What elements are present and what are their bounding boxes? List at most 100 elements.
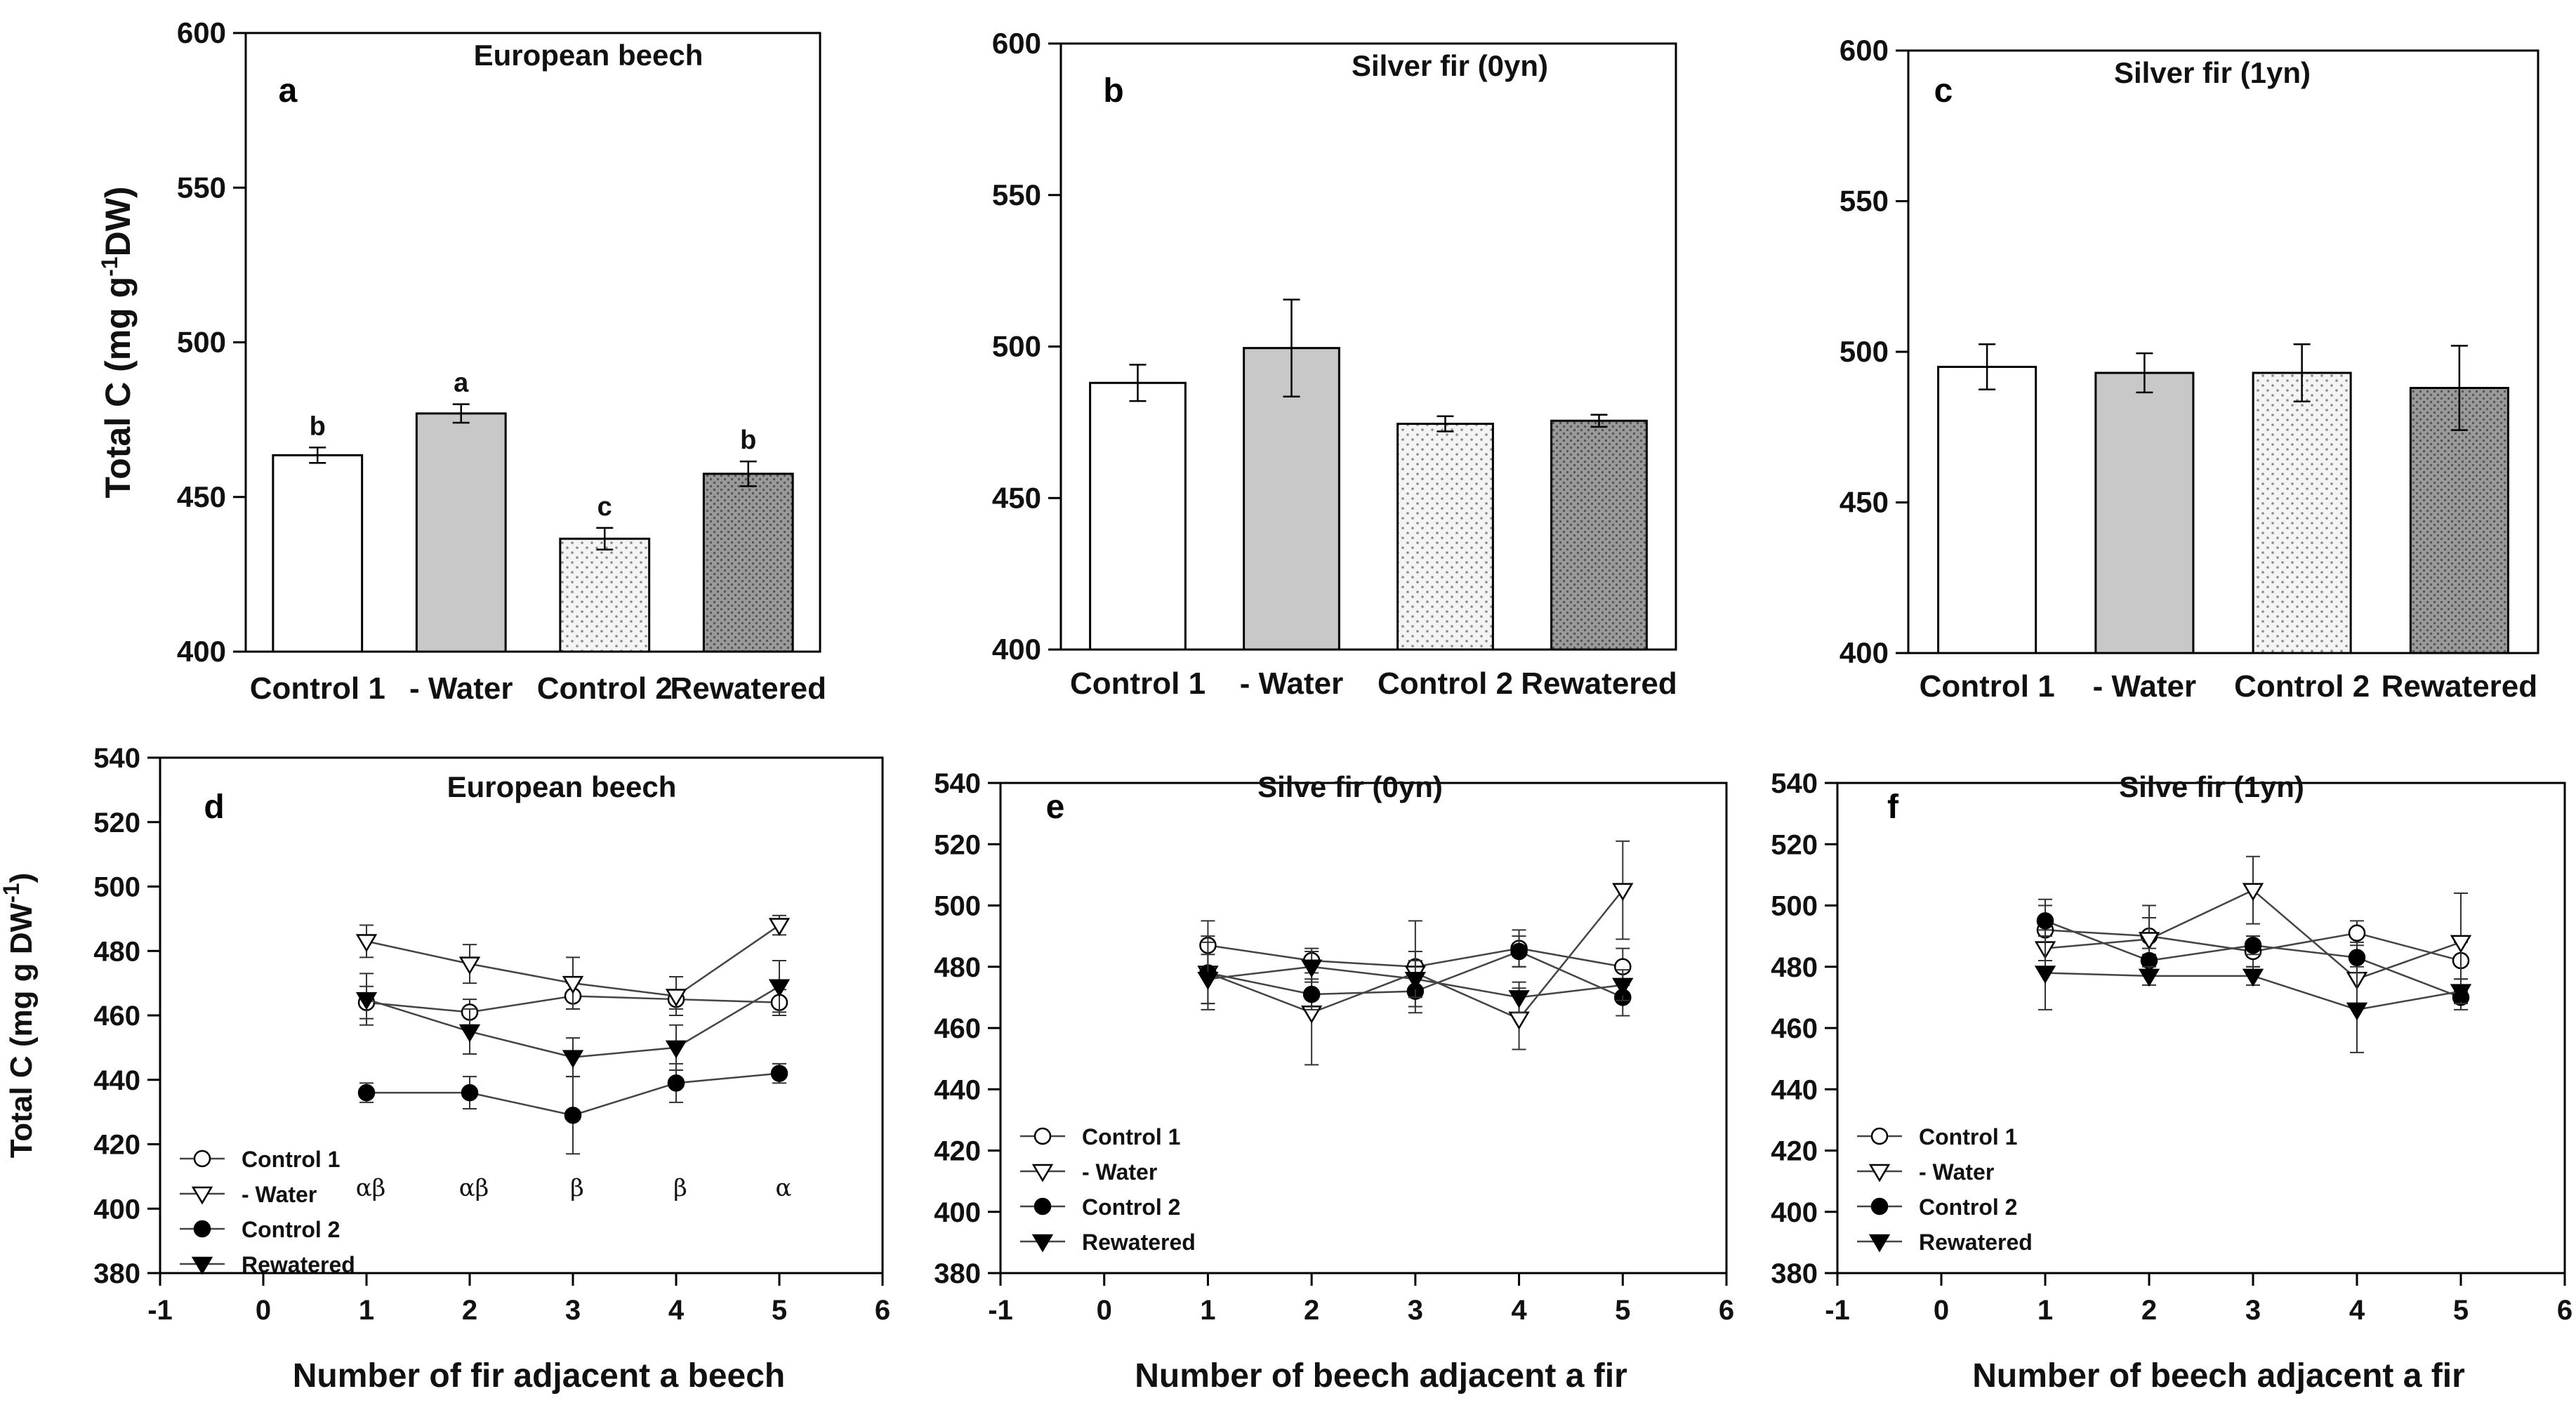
y-tick-label: 520 <box>1771 829 1818 860</box>
y-tick-label: 460 <box>1771 1013 1818 1044</box>
panel-title: European beech <box>474 39 704 72</box>
legend: Control 1 - Water Control 2 Rewatered <box>1857 1124 2033 1255</box>
y-tick-label: 520 <box>93 808 140 838</box>
data-point <box>1508 1011 1530 1030</box>
legend-label: Control 2 <box>1919 1194 2017 1220</box>
x-tick-label: 3 <box>565 1295 581 1326</box>
legend-marker <box>1031 1234 1054 1253</box>
data-point <box>562 1050 584 1069</box>
series-rewatered <box>1197 950 1634 1014</box>
x-tick-label: 1 <box>359 1295 374 1326</box>
y-tick-label: 380 <box>1771 1258 1818 1289</box>
significance-letter: c <box>597 492 612 522</box>
x-tick-label: 4 <box>2349 1295 2365 1326</box>
x-category-label: - Water <box>409 671 513 706</box>
series-rewatered <box>355 960 791 1078</box>
bar-rewatered <box>702 473 794 653</box>
data-point <box>2242 968 2264 987</box>
y-tick-label: 480 <box>934 952 981 983</box>
data-point <box>564 1106 582 1124</box>
data-point <box>1302 985 1321 1003</box>
data-point <box>461 1083 479 1102</box>
y-tick-label: 480 <box>93 936 140 967</box>
data-point <box>355 992 378 1010</box>
y-tick-label: 440 <box>934 1074 981 1105</box>
panel-title: Silver fir (1yn) <box>2114 56 2311 89</box>
data-point <box>665 1040 687 1059</box>
line-chart-d: 380 400 420 440 460 480 500 520 540 -1 0 1 2 3 4 5 6 Numb… <box>0 743 890 1395</box>
series-rewatered <box>2034 935 2472 1053</box>
y-tick-label: 600 <box>992 27 1041 60</box>
y-tick-label: 500 <box>992 330 1041 363</box>
x-tick-label: 5 <box>2453 1295 2469 1326</box>
x-category-label: Control 1 <box>1070 666 1206 701</box>
panel-title: Silver fir (0yn) <box>1352 49 1548 82</box>
significance-letter: b <box>740 426 756 455</box>
y-tick-label: 540 <box>1771 768 1818 799</box>
y-tick-label: 400 <box>992 633 1041 666</box>
data-point <box>2346 1002 2368 1021</box>
significance-annotation: β <box>570 1174 584 1202</box>
legend-marker <box>1033 1197 1052 1216</box>
bar-water <box>2094 371 2195 654</box>
data-point <box>1508 990 1530 1008</box>
x-axis-title: Number of beech adjacent a fir <box>1135 1357 1627 1395</box>
x-tick-label: 6 <box>1719 1295 1734 1326</box>
legend-marker <box>1868 1164 1891 1183</box>
y-tick-label: 450 <box>177 480 226 513</box>
panel-letter: a <box>279 72 298 110</box>
data-point <box>667 1074 685 1092</box>
panel-title: European beech <box>447 770 677 803</box>
y-tick-label: 420 <box>934 1136 981 1167</box>
x-category-label: - Water <box>2093 669 2197 704</box>
legend-label: Control 1 <box>1919 1124 2017 1150</box>
bar-control-2 <box>1396 423 1494 651</box>
data-point <box>2036 912 2054 930</box>
y-tick-label: 540 <box>93 743 140 774</box>
significance-letter: b <box>310 411 326 441</box>
panel-letter: f <box>1887 789 1899 826</box>
data-point <box>1197 971 1219 990</box>
legend-label: Rewatered <box>1082 1230 1196 1255</box>
x-tick-label: -1 <box>1825 1295 1850 1326</box>
y-tick-label: 440 <box>1771 1074 1818 1105</box>
y-tick-label: 420 <box>1771 1136 1818 1167</box>
legend-label: Control 1 <box>242 1147 340 1172</box>
data-point <box>355 934 378 952</box>
legend-marker <box>1033 1127 1052 1145</box>
bar-control-1 <box>1937 365 2037 654</box>
bar-chart-c: 400 450 500 550 600 Silver fir (1yn) c Control … <box>1839 34 2539 704</box>
y-tick-label: 550 <box>177 171 226 204</box>
panel-letter: e <box>1046 789 1065 826</box>
x-axis-title: Number of beech adjacent a fir <box>1972 1357 2465 1395</box>
legend-label: - Water <box>1919 1159 1994 1185</box>
y-tick-label: 500 <box>934 891 981 922</box>
x-category-label: - Water <box>1240 666 1344 701</box>
x-category-label: Rewatered <box>670 671 826 706</box>
legend: Control 1 - Water Control 2 Rewatered <box>180 1147 355 1277</box>
x-tick-label: -1 <box>988 1295 1013 1326</box>
significance-annotation: β <box>673 1174 687 1202</box>
data-point <box>768 918 791 937</box>
legend-label: Control 2 <box>1082 1194 1180 1220</box>
data-point <box>562 975 584 994</box>
x-category-label: Rewatered <box>2382 669 2538 704</box>
x-tick-label: 3 <box>1408 1295 1423 1326</box>
x-category-label: Control 2 <box>1378 666 1513 701</box>
y-tick-label: 480 <box>1771 952 1818 983</box>
panel-title: Silve fir (1yn) <box>2119 770 2304 803</box>
y-tick-label: 400 <box>1771 1197 1818 1228</box>
legend-marker <box>193 1220 211 1238</box>
x-tick-label: 4 <box>668 1295 685 1326</box>
y-tick-label: 500 <box>177 326 226 359</box>
legend-marker <box>193 1150 211 1168</box>
x-category-label: Control 1 <box>1920 669 2055 704</box>
data-point <box>458 1024 481 1043</box>
x-tick-label: 6 <box>2557 1295 2572 1326</box>
y-tick-label: 460 <box>93 1001 140 1032</box>
data-point <box>768 979 791 998</box>
line-chart-e: 380 400 420 440 460 480 500 520 540 -1 0 1 2 3 4 5 6 Numb… <box>934 768 1734 1395</box>
significance-letter: a <box>454 369 469 398</box>
